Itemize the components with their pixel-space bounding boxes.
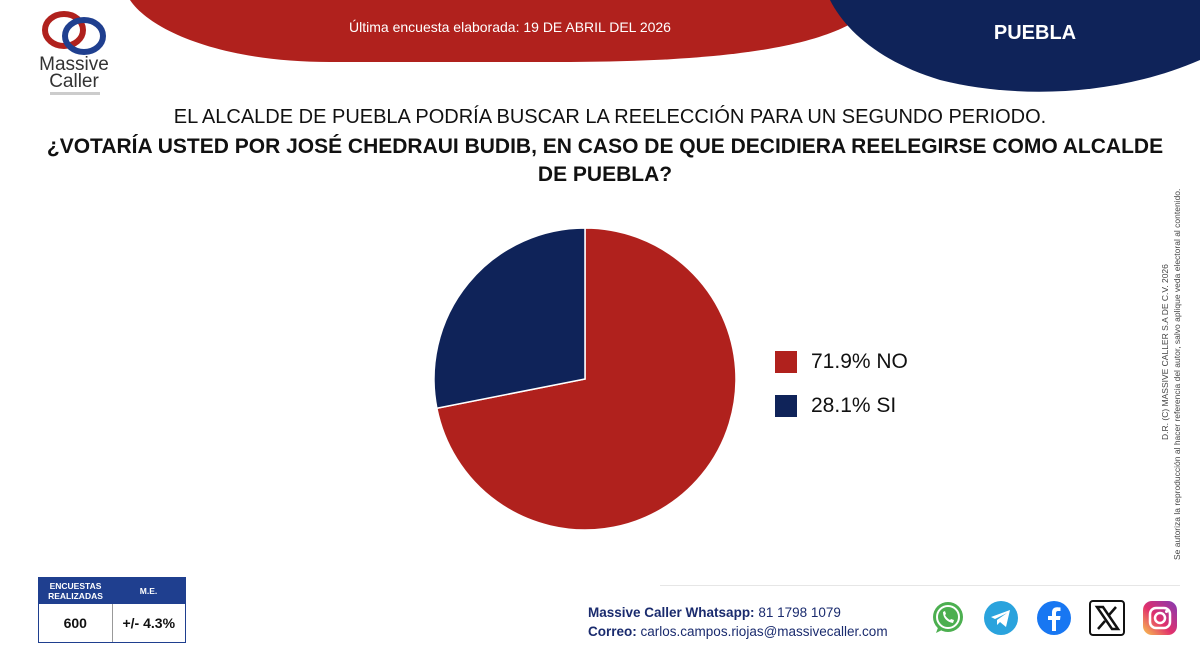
- header-red-banner: [130, 0, 880, 62]
- pie-slice-si: [433, 227, 586, 410]
- chart-legend: 71.9% NO 28.1% SI: [775, 345, 908, 433]
- legend-item-no: 71.9% NO: [775, 345, 908, 379]
- instagram-icon[interactable]: [1142, 600, 1178, 636]
- header-navy-banner: [830, 0, 1200, 92]
- stats-header-surveys: ENCUESTAS REALIZADAS: [48, 581, 103, 601]
- question-intro: EL ALCALDE DE PUEBLA PODRÍA BUSCAR LA RE…: [173, 106, 1047, 128]
- legend-label-no: 71.9% NO: [811, 350, 908, 373]
- legend-item-si: 28.1% SI: [775, 389, 908, 423]
- whatsapp-label: Massive Caller Whatsapp:: [588, 605, 755, 620]
- social-icons: [930, 600, 1195, 636]
- legend-swatch-no: [775, 351, 797, 373]
- stats-value-surveys: 600: [39, 604, 113, 642]
- state-label: PUEBLA: [993, 22, 1077, 44]
- legend-swatch-si: [775, 395, 797, 417]
- pie-slice-no: [435, 227, 737, 531]
- whatsapp-icon[interactable]: [930, 600, 966, 636]
- x-icon[interactable]: [1089, 600, 1125, 636]
- stats-header-margin: M.E.: [139, 586, 158, 596]
- question-text: ¿VOTARÍA USTED POR JOSÉ CHEDRAUI BUDIB, …: [46, 135, 1164, 186]
- massive-caller-logo: Massive Caller: [22, 6, 132, 102]
- logo-mark: [42, 11, 106, 55]
- contact-info: Massive Caller Whatsapp: 81 1798 1079 Co…: [588, 603, 888, 641]
- facebook-icon[interactable]: [1036, 600, 1072, 636]
- footer-divider: [660, 585, 1180, 586]
- copyright-notice: D.R. (C) MASSIVE CALLER S.A DE C.V. 2026…: [1158, 98, 1194, 568]
- logo-tagline: [50, 92, 100, 95]
- copyright-line-1: D.R. (C) MASSIVE CALLER S.A DE C.V. 2026: [1160, 264, 1170, 440]
- telegram-icon[interactable]: [983, 600, 1019, 636]
- pie-chart: [433, 227, 737, 531]
- header-decoration: [130, 0, 1200, 92]
- contact-email: Correo: carlos.campos.riojas@massivecall…: [588, 622, 888, 641]
- stats-header-row: ENCUESTAS REALIZADAS M.E.: [39, 578, 185, 604]
- email-label: Correo:: [588, 624, 637, 639]
- logo-text: Massive Caller: [39, 54, 109, 92]
- survey-date: Última encuesta elaborada: 19 DE ABRIL D…: [349, 19, 671, 35]
- survey-stats-table: ENCUESTAS REALIZADAS M.E. 600 +/- 4.3%: [38, 577, 186, 643]
- legend-label-si: 28.1% SI: [811, 394, 897, 417]
- whatsapp-number[interactable]: 81 1798 1079: [758, 605, 841, 620]
- contact-whatsapp: Massive Caller Whatsapp: 81 1798 1079: [588, 603, 888, 622]
- stats-value-row: 600 +/- 4.3%: [39, 604, 185, 642]
- copyright-line-2: Se autoriza la reproducción al hacer ref…: [1172, 188, 1182, 560]
- stats-value-margin: +/- 4.3%: [122, 615, 176, 631]
- email-address[interactable]: carlos.campos.riojas@massivecaller.com: [640, 624, 888, 639]
